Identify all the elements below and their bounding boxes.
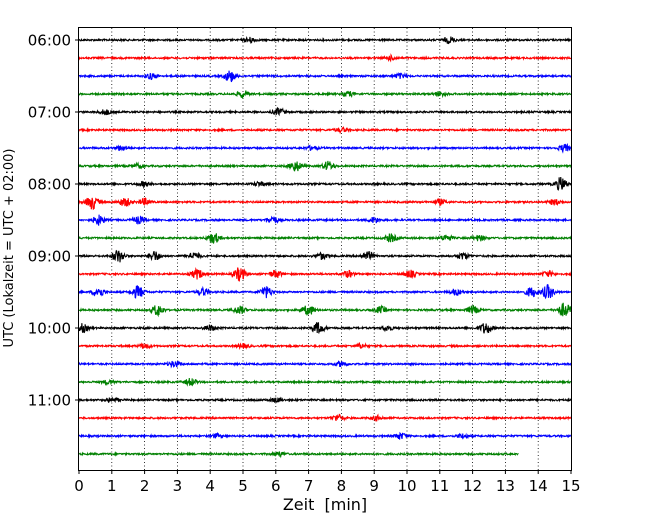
trace-11:45 bbox=[78, 450, 519, 459]
trace-07:00 bbox=[78, 106, 572, 117]
trace-08:45 bbox=[78, 233, 572, 244]
trace-06:15 bbox=[78, 53, 572, 63]
y-tick-label: 08:00 bbox=[28, 176, 71, 194]
x-tick-label: 8 bbox=[337, 477, 347, 495]
x-tick-label: 4 bbox=[205, 477, 215, 495]
x-tick-label: 7 bbox=[304, 477, 314, 495]
trace-11:00 bbox=[78, 396, 572, 404]
trace-07:15 bbox=[78, 126, 572, 135]
x-tick-label: 13 bbox=[496, 477, 515, 495]
x-tick-label: 11 bbox=[430, 477, 449, 495]
x-tick-label: 3 bbox=[173, 477, 183, 495]
trace-11:30 bbox=[78, 431, 572, 440]
trace-10:45 bbox=[78, 378, 572, 387]
x-tick-label: 12 bbox=[463, 477, 482, 495]
x-tick-label: 6 bbox=[271, 477, 281, 495]
trace-11:15 bbox=[78, 413, 572, 423]
trace-08:00 bbox=[78, 176, 572, 191]
x-tick-label: 14 bbox=[529, 477, 548, 495]
trace-rows bbox=[78, 35, 572, 459]
y-axis-ticks: 06:00 07:00 08:00 09:00 10:00 11:00 bbox=[28, 32, 79, 410]
x-tick-label: 2 bbox=[140, 477, 150, 495]
vertical-grid bbox=[111, 28, 539, 470]
trace-07:30 bbox=[78, 143, 572, 154]
trace-09:45 bbox=[78, 302, 572, 318]
plot-frame bbox=[78, 27, 572, 471]
y-tick-label: 11:00 bbox=[28, 392, 71, 410]
trace-08:30 bbox=[78, 214, 572, 226]
x-tick-label: 15 bbox=[561, 477, 580, 495]
x-tick-label: 9 bbox=[369, 477, 379, 495]
x-tick-label: 1 bbox=[107, 477, 117, 495]
trace-10:15 bbox=[78, 341, 572, 350]
trace-06:45 bbox=[78, 90, 572, 100]
y-tick-label: 10:00 bbox=[28, 320, 71, 338]
trace-08:15 bbox=[78, 197, 572, 211]
trace-09:00 bbox=[78, 249, 572, 263]
trace-06:30 bbox=[78, 70, 572, 83]
y-tick-label: 09:00 bbox=[28, 248, 71, 266]
y-tick-label: 06:00 bbox=[28, 32, 71, 50]
trace-06:00 bbox=[78, 35, 572, 45]
y-axis-label: UTC (Lokalzeit = UTC + 02:00) bbox=[2, 149, 17, 348]
x-axis-label: Zeit [min] bbox=[283, 495, 367, 514]
trace-10:30 bbox=[78, 360, 572, 369]
x-axis-ticks: 0 1 2 3 4 5 6 7 8 9 10 11 12 13 14 15 bbox=[74, 470, 581, 495]
trace-09:15 bbox=[78, 267, 572, 282]
trace-07:45 bbox=[78, 160, 572, 172]
trace-09:30 bbox=[78, 283, 572, 300]
y-tick-label: 07:00 bbox=[28, 104, 71, 122]
x-tick-label: 10 bbox=[397, 477, 416, 495]
x-tick-label: 5 bbox=[238, 477, 248, 495]
x-tick-label: 0 bbox=[74, 477, 84, 495]
trace-10:00 bbox=[78, 322, 572, 334]
